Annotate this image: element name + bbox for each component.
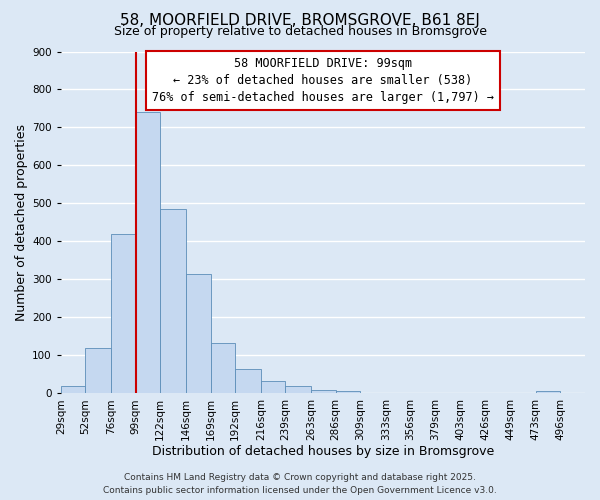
Bar xyxy=(136,112,160,394)
Y-axis label: Number of detached properties: Number of detached properties xyxy=(15,124,28,321)
Text: 58 MOORFIELD DRIVE: 99sqm
← 23% of detached houses are smaller (538)
76% of semi: 58 MOORFIELD DRIVE: 99sqm ← 23% of detac… xyxy=(152,56,494,104)
Text: 58, MOORFIELD DRIVE, BROMSGROVE, B61 8EJ: 58, MOORFIELD DRIVE, BROMSGROVE, B61 8EJ xyxy=(120,12,480,28)
Text: Contains HM Land Registry data © Crown copyright and database right 2025.
Contai: Contains HM Land Registry data © Crown c… xyxy=(103,474,497,495)
Bar xyxy=(111,234,136,394)
Bar xyxy=(261,381,286,394)
Bar xyxy=(85,348,111,394)
Bar xyxy=(211,343,235,394)
Bar xyxy=(61,386,85,394)
Bar xyxy=(235,370,261,394)
Bar xyxy=(311,390,336,394)
Text: Size of property relative to detached houses in Bromsgrove: Size of property relative to detached ho… xyxy=(113,25,487,38)
Bar xyxy=(286,386,311,394)
Bar xyxy=(336,392,361,394)
Bar xyxy=(186,274,211,394)
Bar xyxy=(160,209,186,394)
Bar xyxy=(361,392,386,394)
Bar xyxy=(536,392,560,394)
X-axis label: Distribution of detached houses by size in Bromsgrove: Distribution of detached houses by size … xyxy=(152,444,494,458)
